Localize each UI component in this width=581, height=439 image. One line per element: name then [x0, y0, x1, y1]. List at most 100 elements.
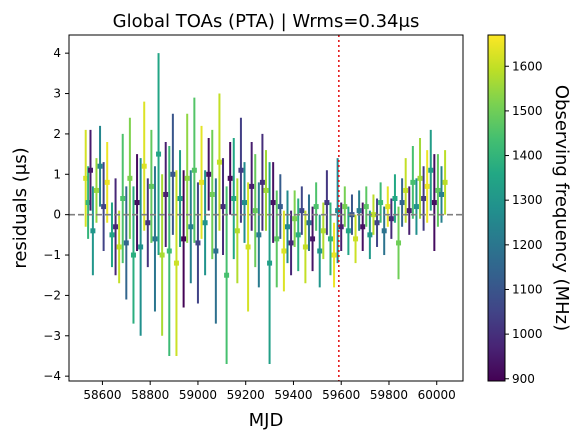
- data-point-85: [385, 204, 391, 210]
- data-point-98: [431, 200, 437, 206]
- data-point-89: [399, 200, 405, 206]
- y-tick-label-6: 2: [53, 127, 61, 141]
- data-point-49: [256, 232, 262, 238]
- y-tick-label-1: −3: [43, 329, 61, 343]
- data-point-90: [403, 187, 409, 193]
- colorbar-tick-label-6: 1500: [512, 104, 543, 118]
- data-point-13: [127, 175, 133, 181]
- x-tick-label-1: 58800: [131, 388, 169, 402]
- data-point-81: [370, 212, 376, 218]
- x-tick-label-0: 58600: [83, 388, 121, 402]
- data-point-0: [83, 175, 89, 181]
- data-point-95: [421, 196, 427, 202]
- data-point-10: [116, 244, 122, 250]
- data-point-29: [184, 175, 190, 181]
- data-point-31: [191, 167, 197, 173]
- data-point-84: [381, 228, 387, 234]
- data-point-97: [428, 167, 434, 173]
- data-point-61: [299, 208, 305, 214]
- y-tick-label-0: −4: [43, 369, 61, 383]
- data-point-91: [406, 208, 412, 214]
- data-point-63: [306, 220, 312, 226]
- y-axis: −4 −3 −2 −1 0 1 2 3 4: [43, 46, 69, 383]
- data-point-79: [363, 204, 369, 210]
- data-point-46: [245, 244, 251, 250]
- data-point-62: [302, 244, 308, 250]
- data-point-30: [188, 224, 194, 230]
- data-point-1: [85, 200, 91, 206]
- data-point-11: [120, 196, 126, 202]
- y-tick-label-7: 3: [53, 87, 61, 101]
- colorbar-tick-label-3: 1200: [512, 238, 543, 252]
- data-point-3: [90, 228, 96, 234]
- data-point-93: [413, 204, 419, 210]
- data-point-21: [156, 151, 162, 157]
- data-point-17: [141, 163, 147, 169]
- data-point-60: [295, 232, 301, 238]
- data-point-25: [170, 171, 176, 177]
- data-point-54: [274, 236, 280, 242]
- data-point-47: [249, 183, 255, 189]
- data-point-44: [238, 167, 244, 173]
- y-tick-label-2: −2: [43, 288, 61, 302]
- y-tick-label-8: 4: [53, 46, 61, 60]
- y-tick-label-3: −1: [43, 248, 61, 262]
- data-point-26: [173, 260, 179, 266]
- data-point-58: [288, 240, 294, 246]
- data-point-20: [152, 236, 158, 242]
- x-tick-label-4: 59400: [274, 388, 312, 402]
- data-point-8: [109, 232, 115, 238]
- data-point-14: [130, 252, 136, 258]
- colorbar: 900 1000 1100 1200 1300 1400 1500 1600: [487, 34, 543, 386]
- data-point-37: [213, 248, 219, 254]
- data-point-38: [216, 159, 222, 165]
- x-tick-label-3: 59200: [227, 388, 265, 402]
- x-tick-label-5: 59600: [322, 388, 360, 402]
- x-axis-label: MJD: [249, 410, 284, 431]
- data-point-19: [148, 183, 154, 189]
- data-point-55: [277, 204, 283, 210]
- data-point-92: [410, 179, 416, 185]
- data-point-51: [263, 187, 269, 193]
- colorbar-tick-label-5: 1400: [512, 149, 543, 163]
- x-axis: 58600 58800 59000 59200 59400 59600 59800 60000: [83, 381, 456, 402]
- data-point-45: [242, 200, 248, 206]
- colorbar-scale: [487, 34, 506, 382]
- data-point-27: [177, 196, 183, 202]
- data-point-7: [104, 179, 110, 185]
- data-point-23: [163, 191, 169, 197]
- colorbar-tick-label-2: 1100: [512, 282, 543, 296]
- plot-frame: [68, 34, 464, 382]
- data-point-33: [199, 179, 205, 185]
- data-point-74: [345, 228, 351, 234]
- y-axis-label: residuals (μs): [10, 147, 31, 268]
- data-point-52: [267, 260, 273, 266]
- data-point-40: [224, 272, 230, 278]
- data-point-86: [388, 216, 394, 222]
- data-point-77: [356, 208, 362, 214]
- data-point-48: [252, 208, 258, 214]
- data-point-12: [123, 240, 129, 246]
- data-point-42: [231, 196, 237, 202]
- data-point-9: [113, 224, 119, 230]
- data-point-28: [181, 236, 187, 242]
- colorbar-tick-label-0: 900: [512, 372, 535, 386]
- data-point-39: [220, 204, 226, 210]
- data-point-6: [101, 204, 107, 210]
- data-point-69: [327, 236, 333, 242]
- data-point-80: [367, 232, 373, 238]
- data-point-50: [259, 179, 265, 185]
- data-point-4: [93, 187, 99, 193]
- colorbar-tick-label-1: 1000: [512, 327, 543, 341]
- y-tick-label-4: 0: [53, 208, 61, 222]
- x-tick-label-2: 59000: [179, 388, 217, 402]
- data-point-65: [313, 204, 319, 210]
- data-point-100: [439, 191, 445, 197]
- data-point-64: [310, 236, 316, 242]
- data-point-56: [281, 248, 287, 254]
- data-point-24: [166, 248, 172, 254]
- data-point-96: [424, 183, 430, 189]
- data-point-34: [202, 220, 208, 226]
- data-point-35: [206, 171, 212, 177]
